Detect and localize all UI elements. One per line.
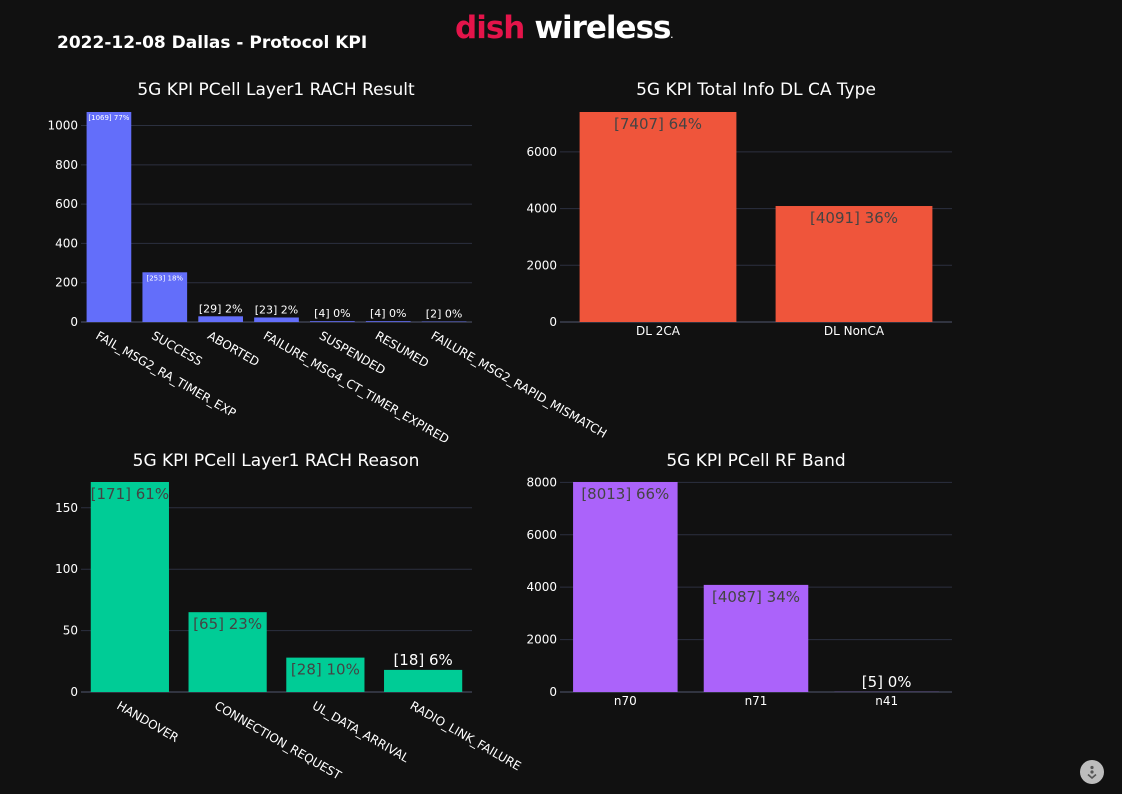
y-tick-label: 8000	[526, 475, 557, 489]
chart-title-0: 5G KPI PCell Layer1 RACH Result	[137, 80, 415, 100]
bar	[142, 272, 188, 322]
y-tick-label: 6000	[526, 145, 557, 159]
data-label: [23] 2%	[255, 303, 299, 316]
data-label: [28] 10%	[291, 661, 360, 679]
bar	[579, 112, 737, 322]
y-tick-label: 800	[55, 158, 78, 172]
y-tick-label: 0	[549, 685, 557, 699]
y-tick-label: 4000	[526, 580, 557, 594]
x-tick-label: UL_DATA_ARRIVAL	[310, 698, 412, 765]
y-tick-label: 600	[55, 197, 78, 211]
x-tick-label: ABORTED	[205, 328, 262, 369]
bar	[775, 206, 933, 322]
data-label: [2] 0%	[426, 308, 463, 321]
data-label: [65] 23%	[193, 615, 262, 633]
x-tick-label: HANDOVER	[114, 698, 181, 745]
y-tick-label: 0	[70, 685, 78, 699]
data-label: [7407] 64%	[614, 115, 702, 133]
chart-title-1: 5G KPI Total Info DL CA Type	[636, 80, 876, 100]
y-tick-label: 0	[70, 315, 78, 329]
data-label: [5] 0%	[862, 673, 912, 691]
y-tick-label: 4000	[526, 202, 557, 216]
bar	[188, 612, 267, 692]
bar	[365, 321, 411, 322]
y-tick-label: 6000	[526, 528, 557, 542]
data-label: [4087] 34%	[712, 588, 800, 606]
menu-button[interactable]	[1080, 760, 1104, 784]
bar	[384, 669, 463, 692]
x-tick-label: RADIO_LINK_FAILURE	[408, 698, 524, 773]
y-tick-label: 1000	[47, 119, 78, 133]
data-label: [8013] 66%	[581, 485, 669, 503]
data-label: [18] 6%	[393, 651, 452, 669]
x-tick-label: FAILURE_MSG2_RAPID_MISMATCH	[429, 328, 610, 440]
bar	[310, 321, 355, 322]
y-tick-label: 200	[55, 276, 78, 290]
y-tick-label: 2000	[526, 258, 557, 272]
bar	[90, 482, 169, 692]
logo-part-wireless: wireless	[534, 10, 671, 46]
y-tick-label: 150	[55, 501, 78, 515]
bar	[573, 482, 678, 692]
data-label: [4] 0%	[314, 307, 351, 320]
data-label: [171] 61%	[91, 485, 169, 503]
y-tick-label: 100	[55, 562, 78, 576]
chevron-down-icon	[1087, 765, 1097, 779]
bar	[286, 657, 365, 692]
y-tick-label: 2000	[526, 633, 557, 647]
y-tick-label: 0	[549, 315, 557, 329]
y-tick-label: 400	[55, 236, 78, 250]
x-tick-label: n70	[614, 694, 637, 708]
bar	[198, 316, 243, 322]
data-label: [1069] 77%	[88, 114, 129, 122]
logo-part-dish: dish	[455, 10, 525, 46]
chart-title-3: 5G KPI PCell RF Band	[666, 451, 845, 471]
x-tick-label: DL 2CA	[636, 324, 681, 338]
x-tick-label: n71	[745, 694, 768, 708]
data-label: [4091] 36%	[810, 209, 898, 227]
y-tick-label: 50	[63, 624, 78, 638]
bar	[86, 112, 132, 322]
data-label: [29] 2%	[199, 302, 243, 315]
bar	[703, 584, 809, 692]
brand-logo: dish wireless.	[455, 8, 673, 56]
data-label: [4] 0%	[370, 307, 407, 320]
x-tick-label: n41	[875, 694, 898, 708]
chart-title-2: 5G KPI PCell Layer1 RACH Reason	[133, 451, 420, 471]
bar	[254, 317, 299, 322]
page-title: 2022-12-08 Dallas - Protocol KPI	[57, 33, 368, 53]
logo-trademark: .	[670, 32, 673, 40]
x-tick-label: DL NonCA	[824, 324, 885, 338]
data-label: [253] 18%	[146, 274, 183, 282]
